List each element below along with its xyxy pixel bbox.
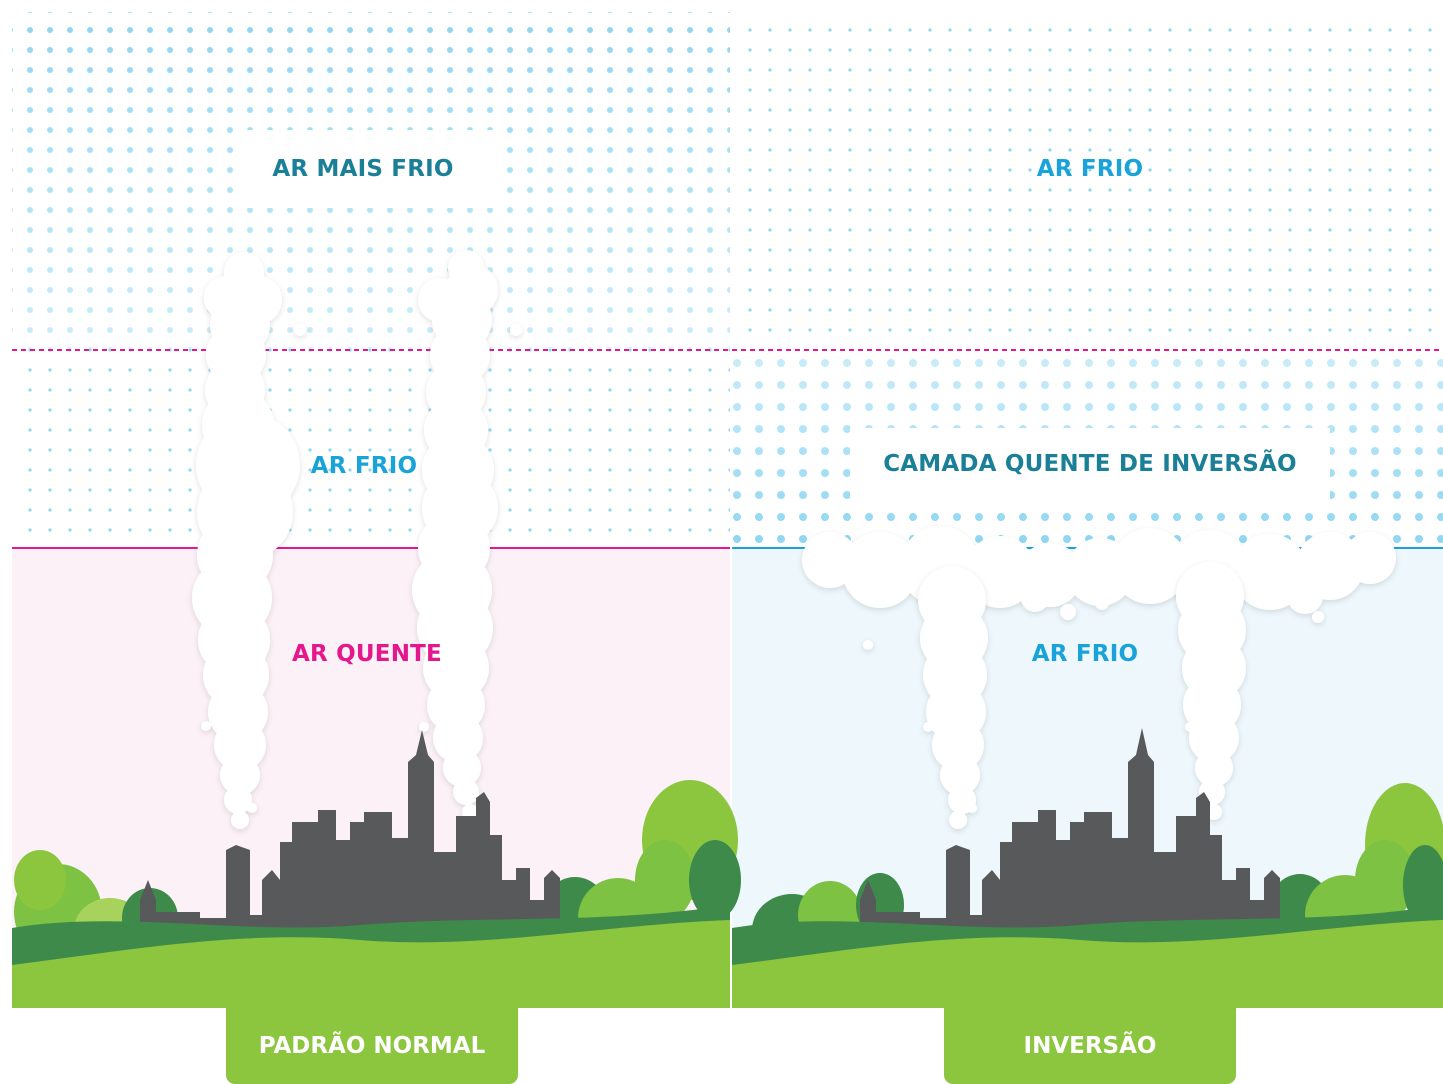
- normal-middle-air: [12, 348, 730, 547]
- normal-middle-label: AR FRIO: [310, 453, 418, 479]
- inversion-lower-label: AR FRIO: [1031, 641, 1139, 667]
- normal-city-skyline: [140, 730, 560, 932]
- inversion-ground-grass: [732, 920, 1443, 1008]
- inversion-upper-air: [732, 12, 1443, 348]
- normal-upper-label: AR MAIS FRIO: [233, 130, 493, 208]
- inversion-smoke-plume-right: [1176, 562, 1246, 820]
- normal-smoke-plume-right: [412, 250, 522, 820]
- normal-pattern-caption: PADRÃO NORMAL: [226, 1008, 518, 1084]
- normal-landscape: [12, 730, 741, 1008]
- normal-ground-grass: [12, 920, 730, 1008]
- normal-lower-label: AR QUENTE: [292, 641, 442, 667]
- inversion-middle-label: CAMADA QUENTE DE INVERSÃO: [850, 428, 1330, 500]
- inversion-upper-label: AR FRIO: [1036, 156, 1144, 182]
- normal-smoke-plume-left: [192, 252, 306, 829]
- inversion-city-skyline: [860, 728, 1280, 932]
- inversion-smoke-plume-left: [918, 566, 988, 829]
- inversion-landscape: [732, 728, 1443, 1008]
- inversion-caption: INVERSÃO: [944, 1008, 1236, 1084]
